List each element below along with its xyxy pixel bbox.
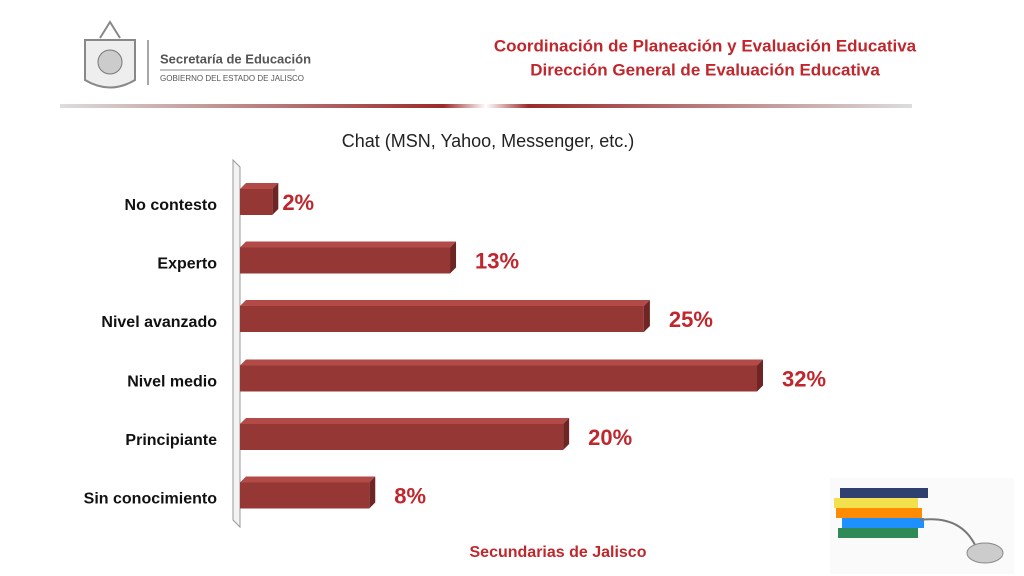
category-label: Sin conocimiento	[84, 491, 218, 508]
bar-face	[240, 183, 279, 189]
org-name: Secretaría de Educación	[160, 51, 311, 66]
bar-face	[240, 300, 650, 306]
bar-face	[240, 241, 457, 248]
bar-face	[272, 183, 279, 215]
category-label: Nivel avanzado	[101, 314, 217, 331]
bar	[240, 418, 570, 450]
value-label: 2%	[282, 190, 314, 215]
bar-face	[240, 306, 644, 332]
logo	[84, 20, 149, 89]
chart-title: Chat (MSN, Yahoo, Messenger, etc.)	[342, 131, 634, 151]
header-line: Coordinación de Planeación y Evaluación …	[494, 36, 917, 55]
gov-name: GOBIERNO DEL ESTADO DE JALISCO	[160, 74, 304, 83]
category-label: Principiante	[125, 432, 217, 449]
value-label: 20%	[588, 425, 632, 450]
footer: Secundarias de Jalisco	[470, 544, 647, 561]
bar-face	[240, 365, 757, 392]
bar	[240, 476, 376, 509]
value-label: 13%	[475, 248, 519, 273]
bar	[240, 241, 457, 274]
bar-face	[450, 241, 457, 274]
bar-face	[563, 418, 570, 450]
bar-face	[240, 247, 451, 274]
value-label: 25%	[669, 307, 713, 332]
bar	[240, 300, 650, 332]
bar-face	[240, 424, 564, 450]
bar-face	[240, 482, 370, 509]
category-label: Experto	[157, 256, 217, 273]
separator	[60, 104, 912, 108]
bar-face	[757, 359, 763, 392]
books-illustration	[830, 478, 1014, 574]
axis-wall	[232, 158, 241, 529]
category-label: Nivel medio	[127, 374, 217, 391]
category-label: No contesto	[125, 197, 218, 214]
bar-face	[643, 300, 650, 332]
bar-face	[240, 189, 273, 215]
bar	[240, 359, 763, 392]
bar-face	[240, 359, 763, 366]
bar-face	[240, 476, 376, 483]
value-label: 8%	[394, 483, 426, 508]
bar-face	[240, 418, 570, 424]
bar	[240, 183, 279, 215]
header-line: Dirección General de Evaluación Educativ…	[530, 60, 880, 79]
value-label: 32%	[782, 366, 826, 391]
bar-face	[369, 476, 376, 509]
